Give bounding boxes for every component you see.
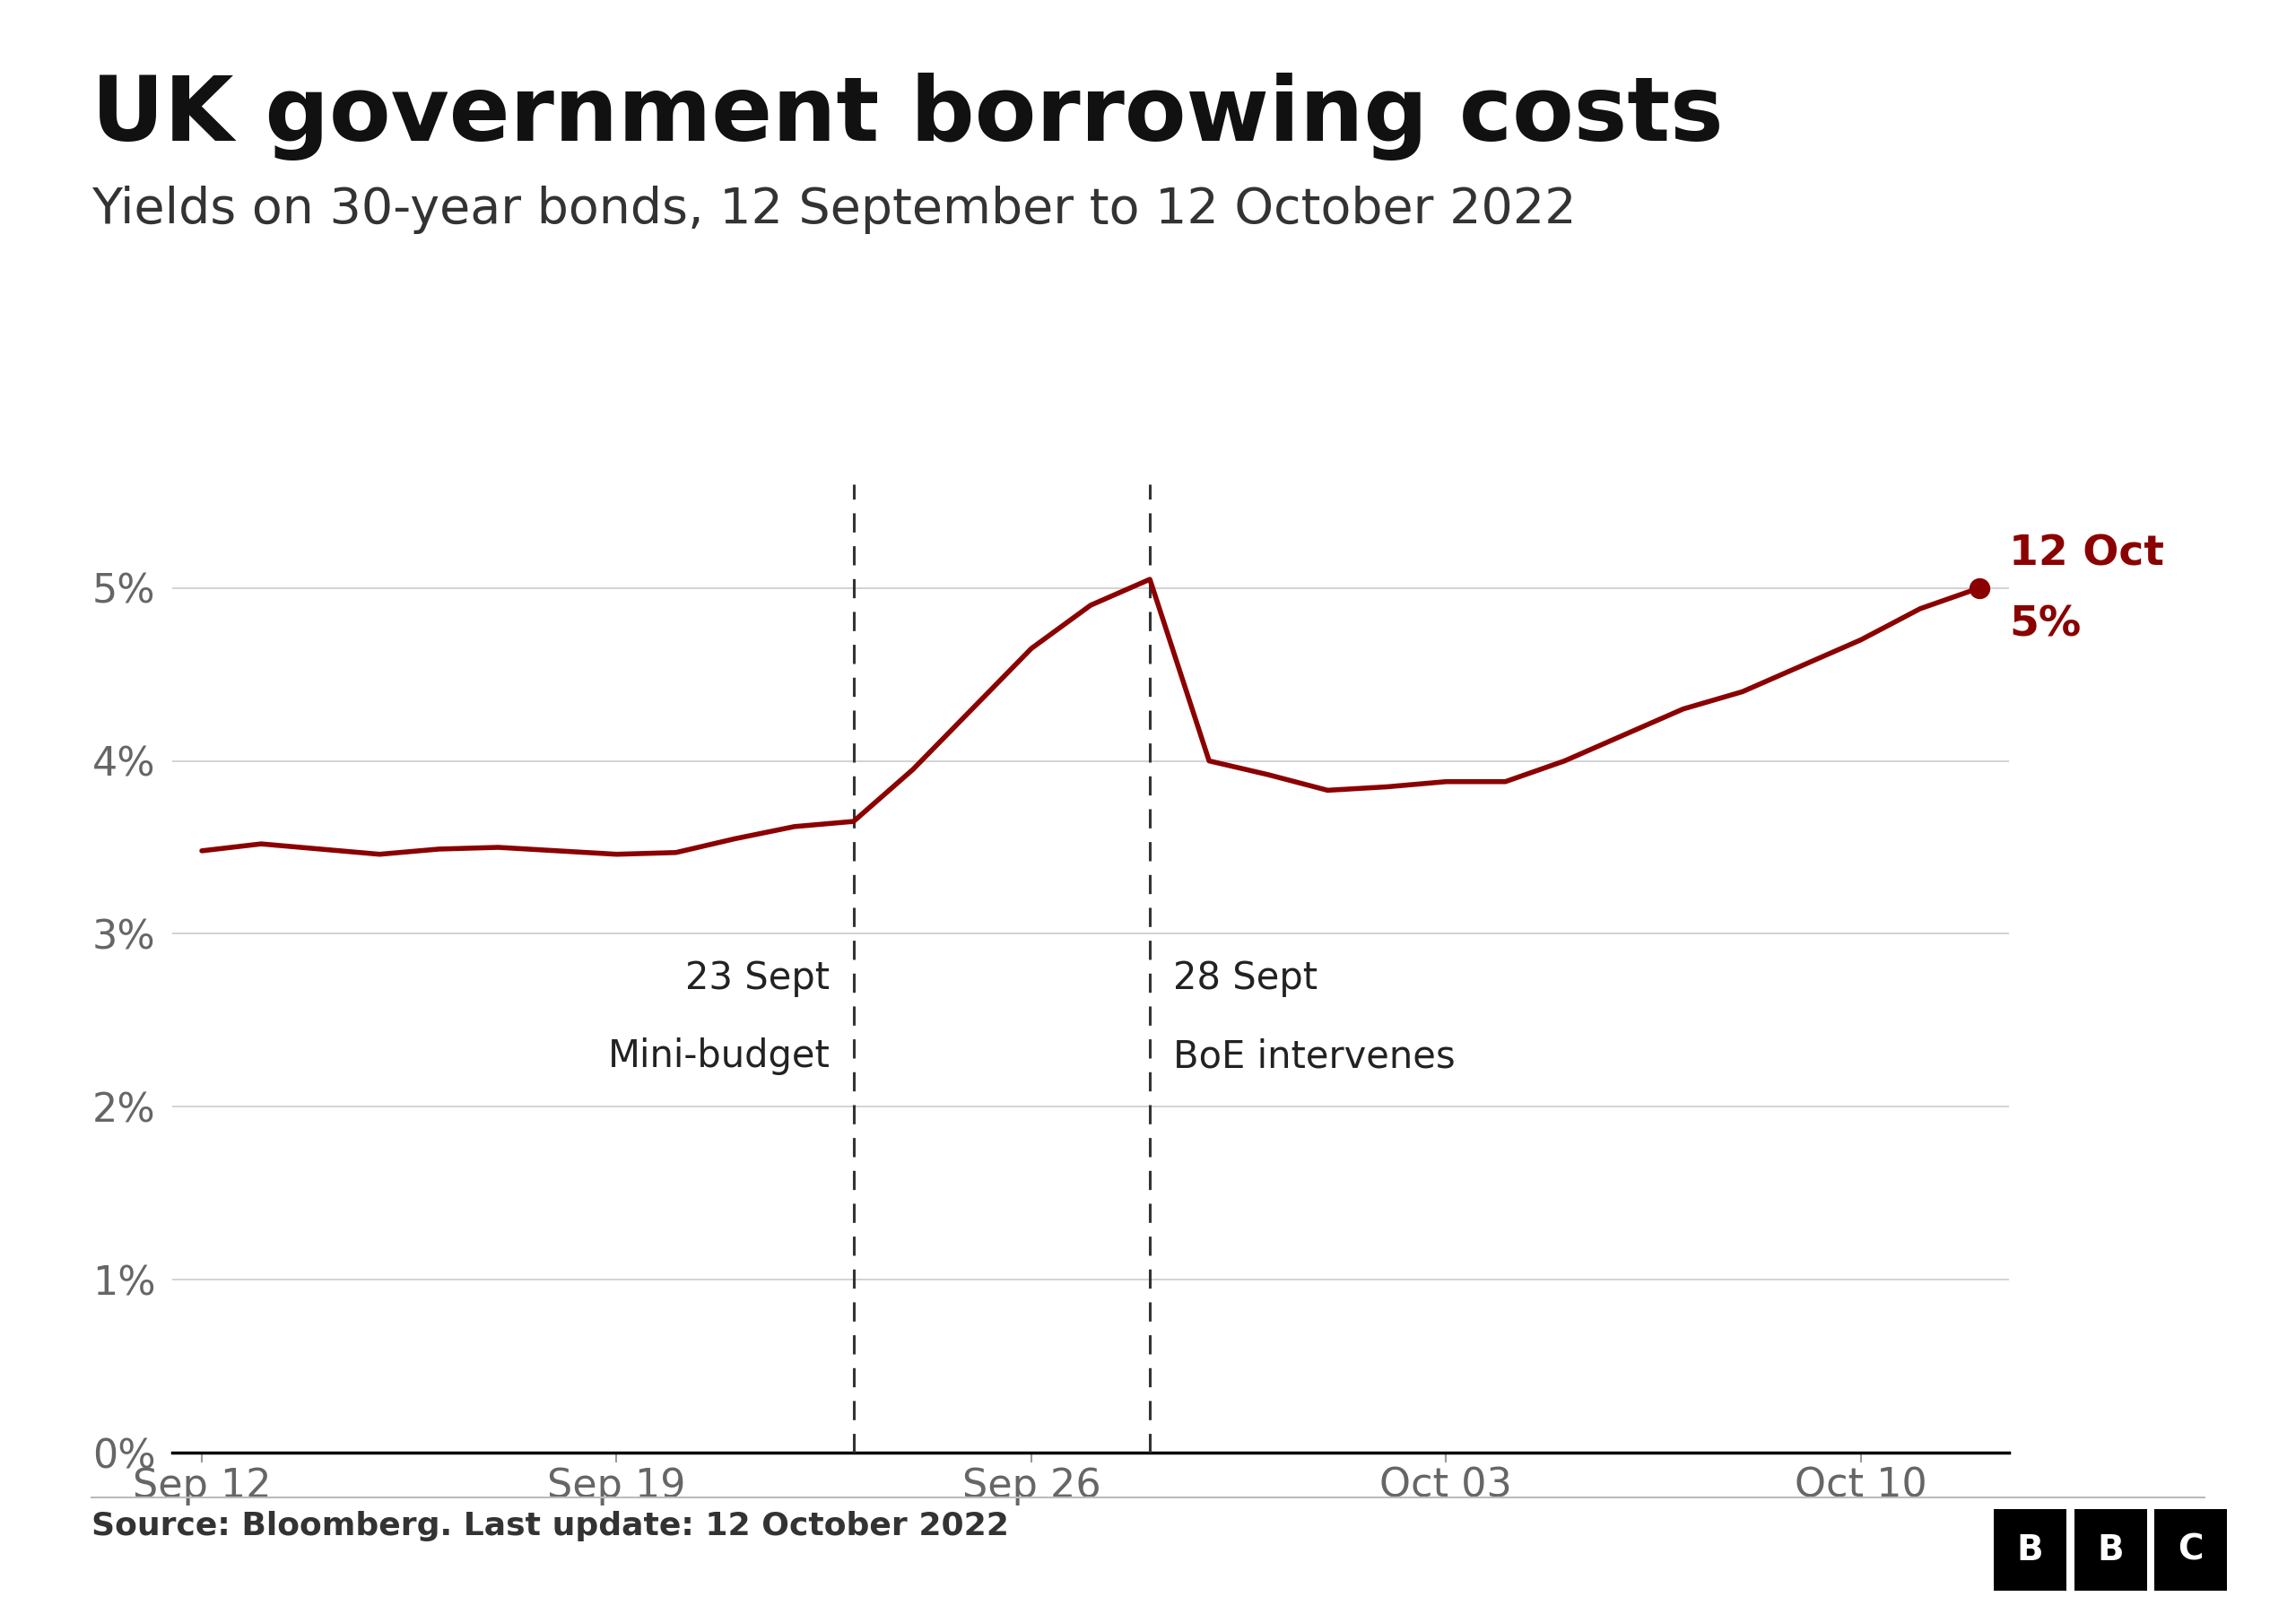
Text: UK government borrowing costs: UK government borrowing costs xyxy=(92,73,1724,160)
Text: Yields on 30-year bonds, 12 September to 12 October 2022: Yields on 30-year bonds, 12 September to… xyxy=(92,186,1577,234)
Text: 28 Sept: 28 Sept xyxy=(1173,960,1318,997)
Text: 12 Oct: 12 Oct xyxy=(2009,534,2165,575)
Point xyxy=(1961,575,1998,600)
Text: Mini-budget: Mini-budget xyxy=(608,1038,829,1075)
Text: 23 Sept: 23 Sept xyxy=(687,960,829,997)
Text: B: B xyxy=(2016,1533,2043,1567)
FancyBboxPatch shape xyxy=(2154,1509,2227,1591)
Text: C: C xyxy=(2179,1533,2204,1567)
Text: B: B xyxy=(2096,1533,2124,1567)
Text: BoE intervenes: BoE intervenes xyxy=(1173,1038,1456,1075)
Text: 5%: 5% xyxy=(2009,605,2080,646)
Text: Source: Bloomberg. Last update: 12 October 2022: Source: Bloomberg. Last update: 12 Octob… xyxy=(92,1511,1010,1541)
FancyBboxPatch shape xyxy=(1993,1509,2066,1591)
FancyBboxPatch shape xyxy=(2073,1509,2147,1591)
